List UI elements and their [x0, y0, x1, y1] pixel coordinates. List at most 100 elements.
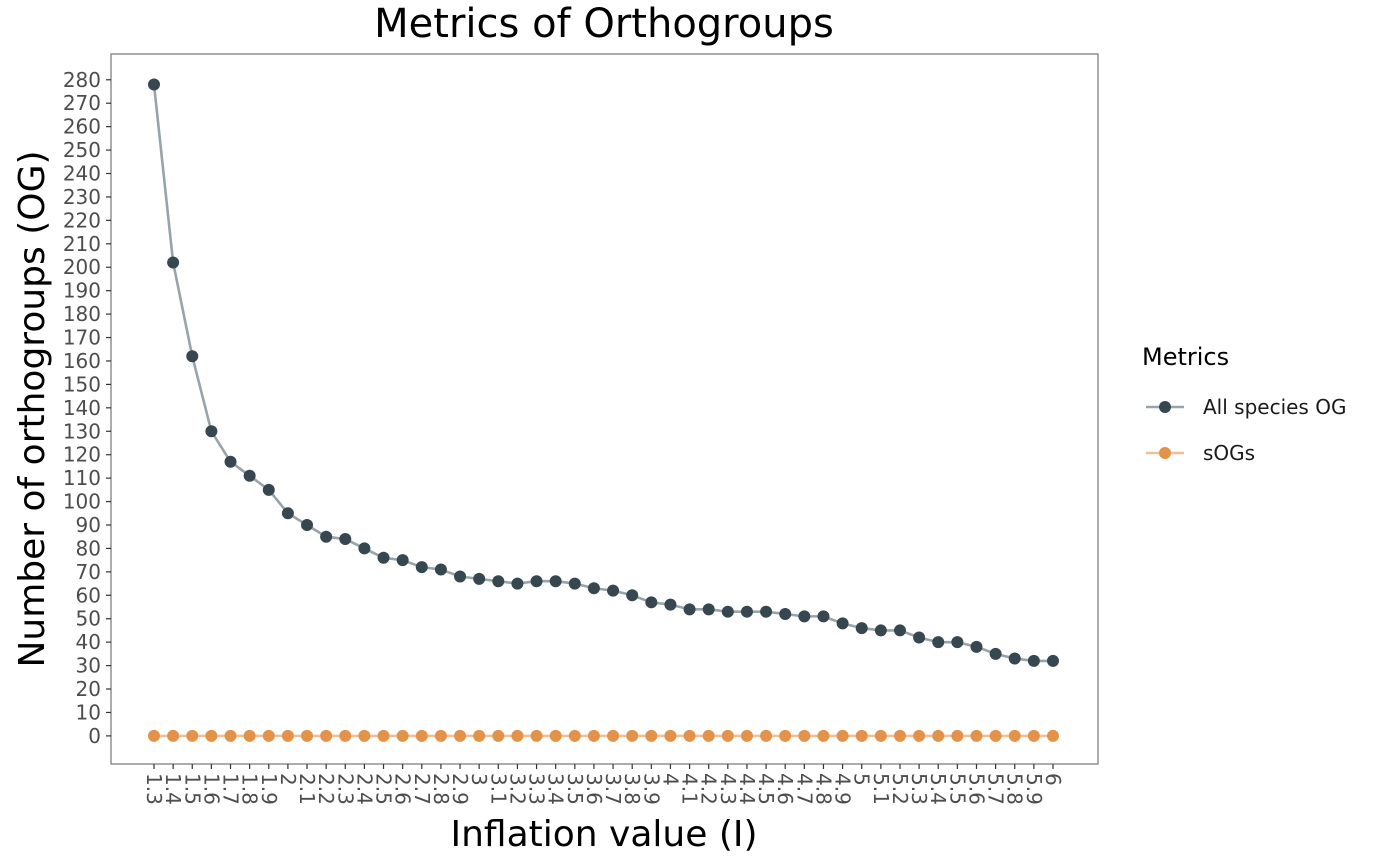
y-tick-label: 280: [63, 68, 101, 92]
data-point: [1027, 654, 1040, 667]
x-tick-label: 3.7: [601, 773, 625, 805]
x-tick-label: 4.7: [792, 773, 816, 805]
y-tick-label: 270: [63, 91, 101, 115]
data-point: [492, 575, 505, 588]
x-tick-label: 5.6: [964, 773, 988, 805]
data-point: [702, 603, 715, 616]
data-point: [358, 542, 371, 555]
data-point: [760, 729, 773, 742]
x-tick-label: 3.5: [563, 773, 587, 805]
x-tick-label: 3.4: [544, 773, 568, 805]
data-point: [301, 729, 314, 742]
data-point: [301, 518, 314, 531]
data-point: [855, 622, 868, 635]
data-point: [836, 617, 849, 630]
x-tick-label: 2.9: [448, 773, 472, 805]
data-point: [530, 575, 543, 588]
y-tick-label: 130: [63, 419, 101, 443]
y-tick-label: 100: [63, 490, 101, 514]
data-point: [205, 425, 218, 438]
data-point: [224, 729, 237, 742]
data-point: [836, 729, 849, 742]
data-point: [683, 603, 696, 616]
data-point: [511, 577, 524, 590]
y-tick-label: 250: [63, 138, 101, 162]
x-tick-label: 2: [276, 773, 300, 786]
y-tick-label: 10: [76, 700, 101, 724]
x-tick-label: 3.9: [639, 773, 663, 805]
y-tick-label: 190: [63, 279, 101, 303]
data-point: [243, 729, 256, 742]
data-point: [148, 78, 160, 91]
data-point: [262, 729, 275, 742]
x-tick-label: 4.2: [697, 773, 721, 805]
data-point: [358, 729, 371, 742]
y-tick-label: 20: [76, 677, 101, 701]
data-point: [817, 729, 830, 742]
data-point: [148, 729, 160, 742]
data-point: [989, 647, 1002, 660]
data-point: [798, 729, 811, 742]
data-point: [1008, 652, 1021, 665]
data-point: [1027, 729, 1040, 742]
data-point: [186, 729, 199, 742]
x-tick-label: 1.9: [257, 773, 281, 805]
data-point: [951, 636, 964, 649]
data-point: [874, 624, 887, 637]
x-tick-label: 3: [467, 773, 491, 786]
data-point: [932, 636, 945, 649]
series-points: [148, 78, 1059, 742]
data-point: [473, 572, 486, 585]
data-point: [645, 596, 658, 609]
data-point: [415, 561, 428, 574]
data-point: [932, 729, 945, 742]
data-point: [167, 256, 180, 269]
data-point: [262, 483, 275, 496]
y-tick-label: 200: [63, 255, 101, 279]
y-tick-label: 210: [63, 232, 101, 256]
x-tick-label: 5.3: [907, 773, 931, 805]
x-tick-label: 5.4: [926, 773, 950, 805]
data-point: [434, 729, 447, 742]
x-axis: 1.31.41.51.61.71.81.922.12.22.32.42.52.6…: [142, 764, 1065, 805]
x-tick-label: 5.9: [1022, 773, 1046, 805]
data-point: [434, 563, 447, 576]
x-tick-label: 3.2: [505, 773, 529, 805]
data-point: [740, 605, 753, 618]
x-tick-label: 5: [850, 773, 874, 786]
data-point: [492, 729, 505, 742]
chart-title: Metrics of Orthogroups: [374, 1, 834, 47]
y-tick-label: 40: [76, 630, 101, 654]
x-tick-label: 6: [1041, 773, 1065, 786]
data-point: [549, 575, 562, 588]
x-tick-label: 4.9: [831, 773, 855, 805]
y-tick-label: 240: [63, 162, 101, 186]
data-point: [568, 577, 581, 590]
y-tick-label: 170: [63, 326, 101, 350]
y-tick-label: 60: [76, 583, 101, 607]
data-point: [224, 455, 237, 468]
data-point: [587, 729, 600, 742]
data-point: [339, 533, 352, 546]
data-point: [186, 350, 199, 363]
data-point: [779, 608, 792, 621]
data-point: [339, 729, 352, 742]
data-point: [874, 729, 887, 742]
y-tick-label: 180: [63, 302, 101, 326]
data-point: [205, 729, 218, 742]
x-tick-label: 4.8: [811, 773, 835, 805]
x-tick-label: 1.3: [142, 773, 166, 805]
x-tick-label: 3.8: [620, 773, 644, 805]
x-tick-label: 4.6: [773, 773, 797, 805]
y-tick-label: 70: [76, 560, 101, 584]
y-tick-label: 150: [63, 372, 101, 396]
x-tick-label: 3.3: [525, 773, 549, 805]
x-tick-label: 4.3: [716, 773, 740, 805]
x-tick-label: 3.1: [486, 773, 510, 805]
legend-item: sOGs: [1146, 441, 1255, 465]
legend-key-point: [1159, 401, 1171, 413]
data-point: [970, 729, 983, 742]
data-point: [951, 729, 964, 742]
y-tick-label: 120: [63, 443, 101, 467]
